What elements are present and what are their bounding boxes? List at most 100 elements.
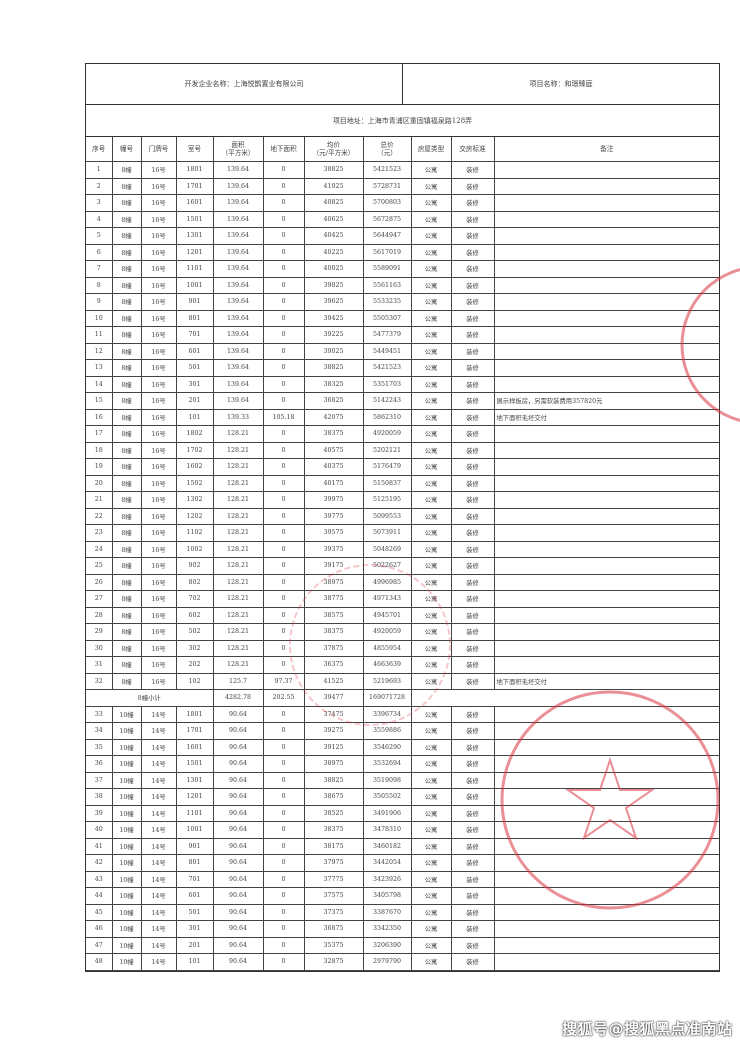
cell-room: 901 [175,293,214,311]
cell-remark [493,177,719,195]
cell-room: 1601 [175,194,214,212]
cell-total-price: 3546290 [362,738,412,756]
header-row: 开发企业名称：上海悦鹊置业有限公司 项目名称：和璟臻庭 [86,64,719,105]
cell-type: 公寓 [410,359,452,377]
cell-underground-area: 0 [262,359,305,377]
cell-remark [493,590,719,608]
cell-building: 10幢 [111,837,142,855]
cell-building: 8幢 [111,590,142,608]
cell-seq: 11 [86,326,113,344]
cell-seq: 14 [86,375,113,393]
cell-area: 139.64 [212,309,264,327]
cell-room: 601 [175,342,214,360]
cell-total-price: 4920059 [362,425,412,443]
cell-building: 8幢 [111,557,142,575]
cell-room: 901 [175,837,214,855]
subtotal-total: 169071728 [362,689,412,707]
table-row: 46 10幢 14号 301 90.64 0 36875 3342350 公寓 装修 [86,920,719,938]
cell-underground-area: 0 [262,425,305,443]
cell-type: 公寓 [410,293,452,311]
cell-avg-price: 41025 [303,177,364,195]
cell-seq: 22 [86,507,113,525]
cell-avg-price: 40175 [303,474,364,492]
cell-avg-price: 40375 [303,458,364,476]
cell-remark [493,639,719,657]
cell-remark [493,507,719,525]
cell-type: 公寓 [410,606,452,624]
cell-underground-area: 0 [262,326,305,344]
cell-building: 10幢 [111,870,142,888]
cell-remark [493,227,719,245]
cell-remark [493,920,719,938]
table-row: 35 10幢 14号 1601 90.64 0 39125 3546290 公寓 装修 [86,738,719,756]
price-list-document: 开发企业名称：上海悦鹊置业有限公司 项目名称：和璟臻庭 项目地址：上海市青浦区重… [85,63,720,972]
cell-remark [493,441,719,459]
cell-delivery: 装修 [450,639,495,657]
cell-delivery: 装修 [450,210,495,228]
cell-building: 8幢 [111,293,142,311]
cell-avg-price: 37775 [303,870,364,888]
cell-total-price: 3442054 [362,854,412,872]
cell-building: 8幢 [111,606,142,624]
cell-building: 8幢 [111,458,142,476]
cell-type: 公寓 [410,920,452,938]
project-address: 项目地址：上海市青浦区重固镇福泉路128弄 [86,105,719,137]
table-row: 31 8幢 16号 202 128.21 0 36375 4663639 公寓 装修 [86,656,719,674]
cell-avg-price: 36875 [303,920,364,938]
cell-seq: 37 [86,771,113,789]
cell-seq: 32 [86,672,113,690]
cell-underground-area: 0 [262,837,305,855]
cell-building: 8幢 [111,425,142,443]
cell-door: 16号 [140,309,177,327]
cell-avg-price: 38325 [303,375,364,393]
table-row: 36 10幢 14号 1501 90.64 0 38975 3532694 公寓 装修 [86,755,719,773]
cell-remark [493,425,719,443]
cell-remark [493,854,719,872]
cell-area: 128.21 [212,639,264,657]
cell-area: 90.64 [212,722,264,740]
cell-area: 128.21 [212,606,264,624]
table-row: 24 8幢 16号 1002 128.21 0 39375 5048269 公寓 装修 [86,540,719,558]
cell-building: 10幢 [111,936,142,954]
cell-total-price: 3532694 [362,755,412,773]
cell-building: 8幢 [111,210,142,228]
cell-total-price: 5219693 [362,672,412,690]
cell-door: 14号 [140,854,177,872]
cell-area: 139.64 [212,161,264,179]
cell-seq: 29 [86,623,113,641]
cell-delivery: 装修 [450,788,495,806]
cell-seq: 7 [86,260,113,278]
cell-area: 90.64 [212,887,264,905]
cell-remark [493,524,719,542]
cell-total-price: 3491906 [362,804,412,822]
cell-avg-price: 35375 [303,936,364,954]
cell-remark [493,342,719,360]
cell-underground-area: 0 [262,639,305,657]
cell-door: 14号 [140,903,177,921]
cell-delivery: 装修 [450,870,495,888]
cell-delivery: 装修 [450,557,495,575]
cell-door: 16号 [140,491,177,509]
cell-avg-price: 36825 [303,392,364,410]
cell-avg-price: 39575 [303,524,364,542]
table-row: 38 10幢 14号 1201 90.64 0 38675 3505502 公寓 装修 [86,788,719,806]
cell-underground-area: 0 [262,573,305,591]
cell-room: 1002 [175,540,214,558]
cell-door: 16号 [140,161,177,179]
column-header: 序号 [86,137,113,162]
cell-type: 公寓 [410,837,452,855]
cell-area: 128.21 [212,590,264,608]
table-row: 47 10幢 14号 201 90.64 0 35375 3206390 公寓 装修 [86,936,719,954]
cell-building: 8幢 [111,309,142,327]
cell-room: 301 [175,375,214,393]
cell-avg-price: 39025 [303,342,364,360]
cell-building: 8幢 [111,524,142,542]
cell-door: 16号 [140,458,177,476]
cell-area: 90.64 [212,837,264,855]
cell-remark [493,293,719,311]
cell-total-price: 4945701 [362,606,412,624]
cell-room: 1102 [175,524,214,542]
cell-remark [493,309,719,327]
table-row: 11 8幢 16号 701 139.64 0 39225 5477379 公寓 装修 [86,326,719,344]
cell-door: 16号 [140,507,177,525]
